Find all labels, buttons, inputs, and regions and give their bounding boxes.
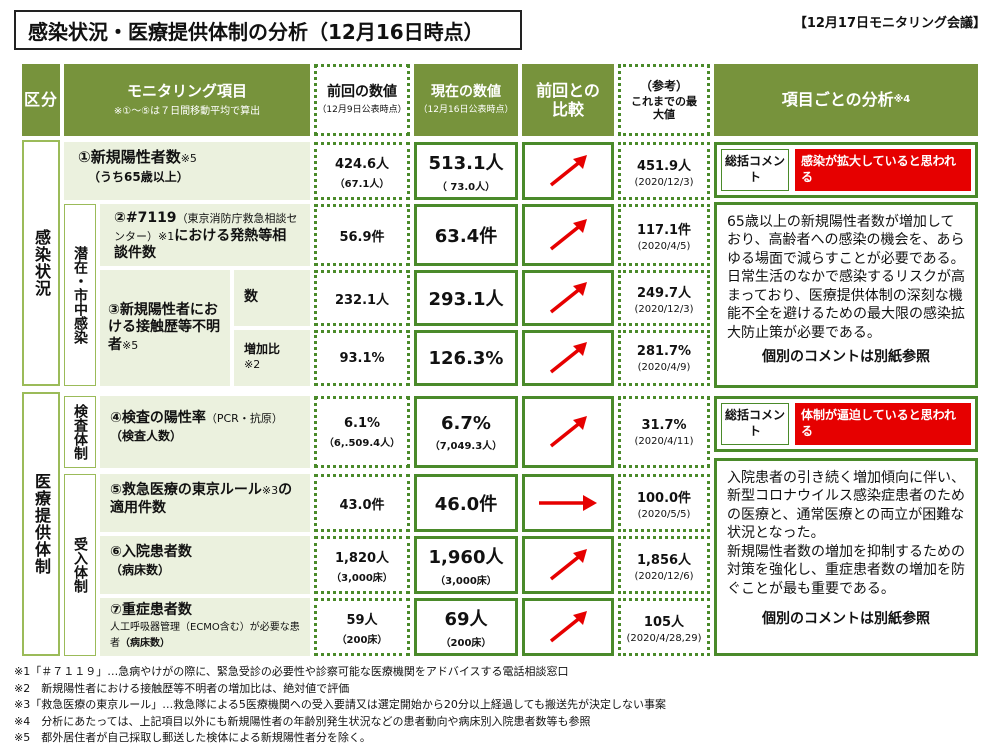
curr-value-5: 46.0件 [414, 474, 518, 532]
footnote-5: ※5 都外居住者が自己採取し郵送した検体による新規陽性者分を除く。 [14, 731, 371, 744]
curr-value-7: 69人 （200床） [414, 598, 518, 656]
analysis-infection: 65歳以上の新規陽性者数が増加しており、高齢者への感染の機会を、あらゆる場面で減… [714, 202, 978, 388]
curr-value-2: 63.4件 [414, 204, 518, 266]
header-kubun: 区分 [22, 64, 60, 136]
category-medical: 医療提供体制 [22, 392, 60, 656]
page-title: 感染状況・医療提供体制の分析（12月16日時点） [14, 10, 522, 50]
compare-arrow-6 [522, 536, 614, 594]
curr-value-3b: 126.3% [414, 330, 518, 386]
up-arrow-icon [549, 282, 587, 314]
curr-value-3a: 293.1人 [414, 270, 518, 326]
prev-value-6: 1,820人 （3,000床） [314, 536, 410, 594]
compare-arrow-3a [522, 270, 614, 326]
compare-arrow-1 [522, 142, 614, 200]
footnote-1: ※1「＃７１１９」…急病やけがの際に、緊急受診の必要性や診察可能な医療機関をアド… [14, 665, 569, 678]
right-arrow-icon [539, 495, 597, 511]
prev-value-3a: 232.1人 [314, 270, 410, 326]
max-value-3a: 249.7人 (2020/12/3) [618, 270, 710, 326]
prev-value-2: 56.9件 [314, 204, 410, 266]
item-new-positive: ①新規陽性者数※5 （うち65歳以上） [64, 142, 310, 200]
max-value-2: 117.1件 (2020/4/5) [618, 204, 710, 266]
up-arrow-icon [549, 416, 587, 448]
up-arrow-icon [549, 611, 587, 643]
footnote-3: ※3「救急医療の東京ルール」…救急隊による5医療機関への受入要請又は選定開始から… [14, 698, 666, 711]
curr-value-4: 6.7% （7,049.3人） [414, 396, 518, 468]
compare-arrow-5 [522, 474, 614, 532]
prev-value-4: 6.1% （6,.509.4人） [314, 396, 410, 468]
footnote-2: ※2 新規陽性者における接触歴等不明者の増加比は、絶対値で評価 [14, 681, 350, 695]
meeting-label: 【12月17日モニタリング会議】 [793, 16, 986, 31]
up-arrow-icon [549, 155, 587, 187]
item-7119: ②#7119（東京消防庁救急相談センター）※1における発熱等相談件数 [100, 204, 310, 266]
individual-comment-note: 個別のコメントは別紙参照 [762, 349, 930, 366]
prev-value-5: 43.0件 [314, 474, 410, 532]
item-positivity-rate: ④検査の陽性率（PCR・抗原） （検査人数） [100, 396, 310, 468]
item-inpatients: ⑥入院患者数 （病床数） [100, 536, 310, 594]
analysis-medical: 入院患者の引き続く増加傾向に伴い、新型コロナウイルス感染症患者のための医療と、通… [714, 458, 978, 656]
prev-value-1: 424.6人 （67.1人） [314, 142, 410, 200]
max-value-3b: 281.7% (2020/4/9) [618, 330, 710, 386]
up-arrow-icon [549, 342, 587, 374]
summary-infection: 総括コメント 感染が拡大していると思われる [714, 142, 978, 198]
header-monitoring: モニタリング項目 ※①～⑤は７日間移動平均で算出 [64, 64, 310, 136]
compare-arrow-4 [522, 396, 614, 468]
category-infection: 感染状況 [22, 140, 60, 386]
compare-arrow-7 [522, 598, 614, 656]
header-max: （参考） これまでの最大値 [618, 64, 710, 136]
header-prev-value: 前回の数値 （12月9日公表時点） [314, 64, 410, 136]
max-value-7: 105人 (2020/4/28,29) [618, 598, 710, 656]
compare-arrow-3b [522, 330, 614, 386]
curr-value-6: 1,960人 （3,000床） [414, 536, 518, 594]
max-value-6: 1,856人 (2020/12/6) [618, 536, 710, 594]
summary-label: 総括コメント [721, 403, 789, 445]
up-arrow-icon [549, 219, 587, 251]
header-curr-value: 現在の数値 （12月16日公表時点） [414, 64, 518, 136]
item-contact-unknown: ③新規陽性者における接触歴等不明者※5 [100, 270, 230, 386]
max-value-4: 31.7% (2020/4/11) [618, 396, 710, 468]
sublabel-count: 数 [234, 270, 310, 326]
summary-text: 感染が拡大していると思われる [795, 149, 971, 191]
item-severe-patients: ⑦重症患者数 人工呼吸器管理（ECMO含む）が必要な患者（病床数） [100, 598, 310, 656]
curr-value-1: 513.1人（ 73.0人） [414, 142, 518, 200]
header-compare: 前回との比較 [522, 64, 614, 136]
footnote-4: ※4 分析にあたっては、上記項目以外にも新規陽性者の年齢別発生状況などの患者動向… [14, 714, 591, 728]
summary-text: 体制が逼迫していると思われる [795, 403, 971, 445]
summary-medical: 総括コメント 体制が逼迫していると思われる [714, 396, 978, 452]
individual-comment-note: 個別のコメントは別紙参照 [762, 611, 930, 628]
compare-arrow-2 [522, 204, 614, 266]
max-value-5: 100.0件 (2020/5/5) [618, 474, 710, 532]
category-test: 検査体制 [64, 396, 96, 468]
footnotes: ※1「＃７１１９」…急病やけがの際に、緊急受診の必要性や診察可能な医療機関をアド… [14, 664, 666, 747]
sublabel-ratio: 増加比 ※2 [234, 330, 310, 386]
prev-value-7: 59人 （200床） [314, 598, 410, 656]
category-latent: 潜在・市中感染 [64, 204, 96, 386]
up-arrow-icon [549, 549, 587, 581]
max-value-1: 451.9人 (2020/12/3) [618, 142, 710, 200]
category-accept: 受入体制 [64, 474, 96, 656]
prev-value-3b: 93.1% [314, 330, 410, 386]
summary-label: 総括コメント [721, 149, 789, 191]
header-analysis: 項目ごとの分析 ※4 [714, 64, 978, 136]
item-tokyo-rule: ⑤救急医療の東京ルール※3の適用件数 [100, 474, 310, 532]
